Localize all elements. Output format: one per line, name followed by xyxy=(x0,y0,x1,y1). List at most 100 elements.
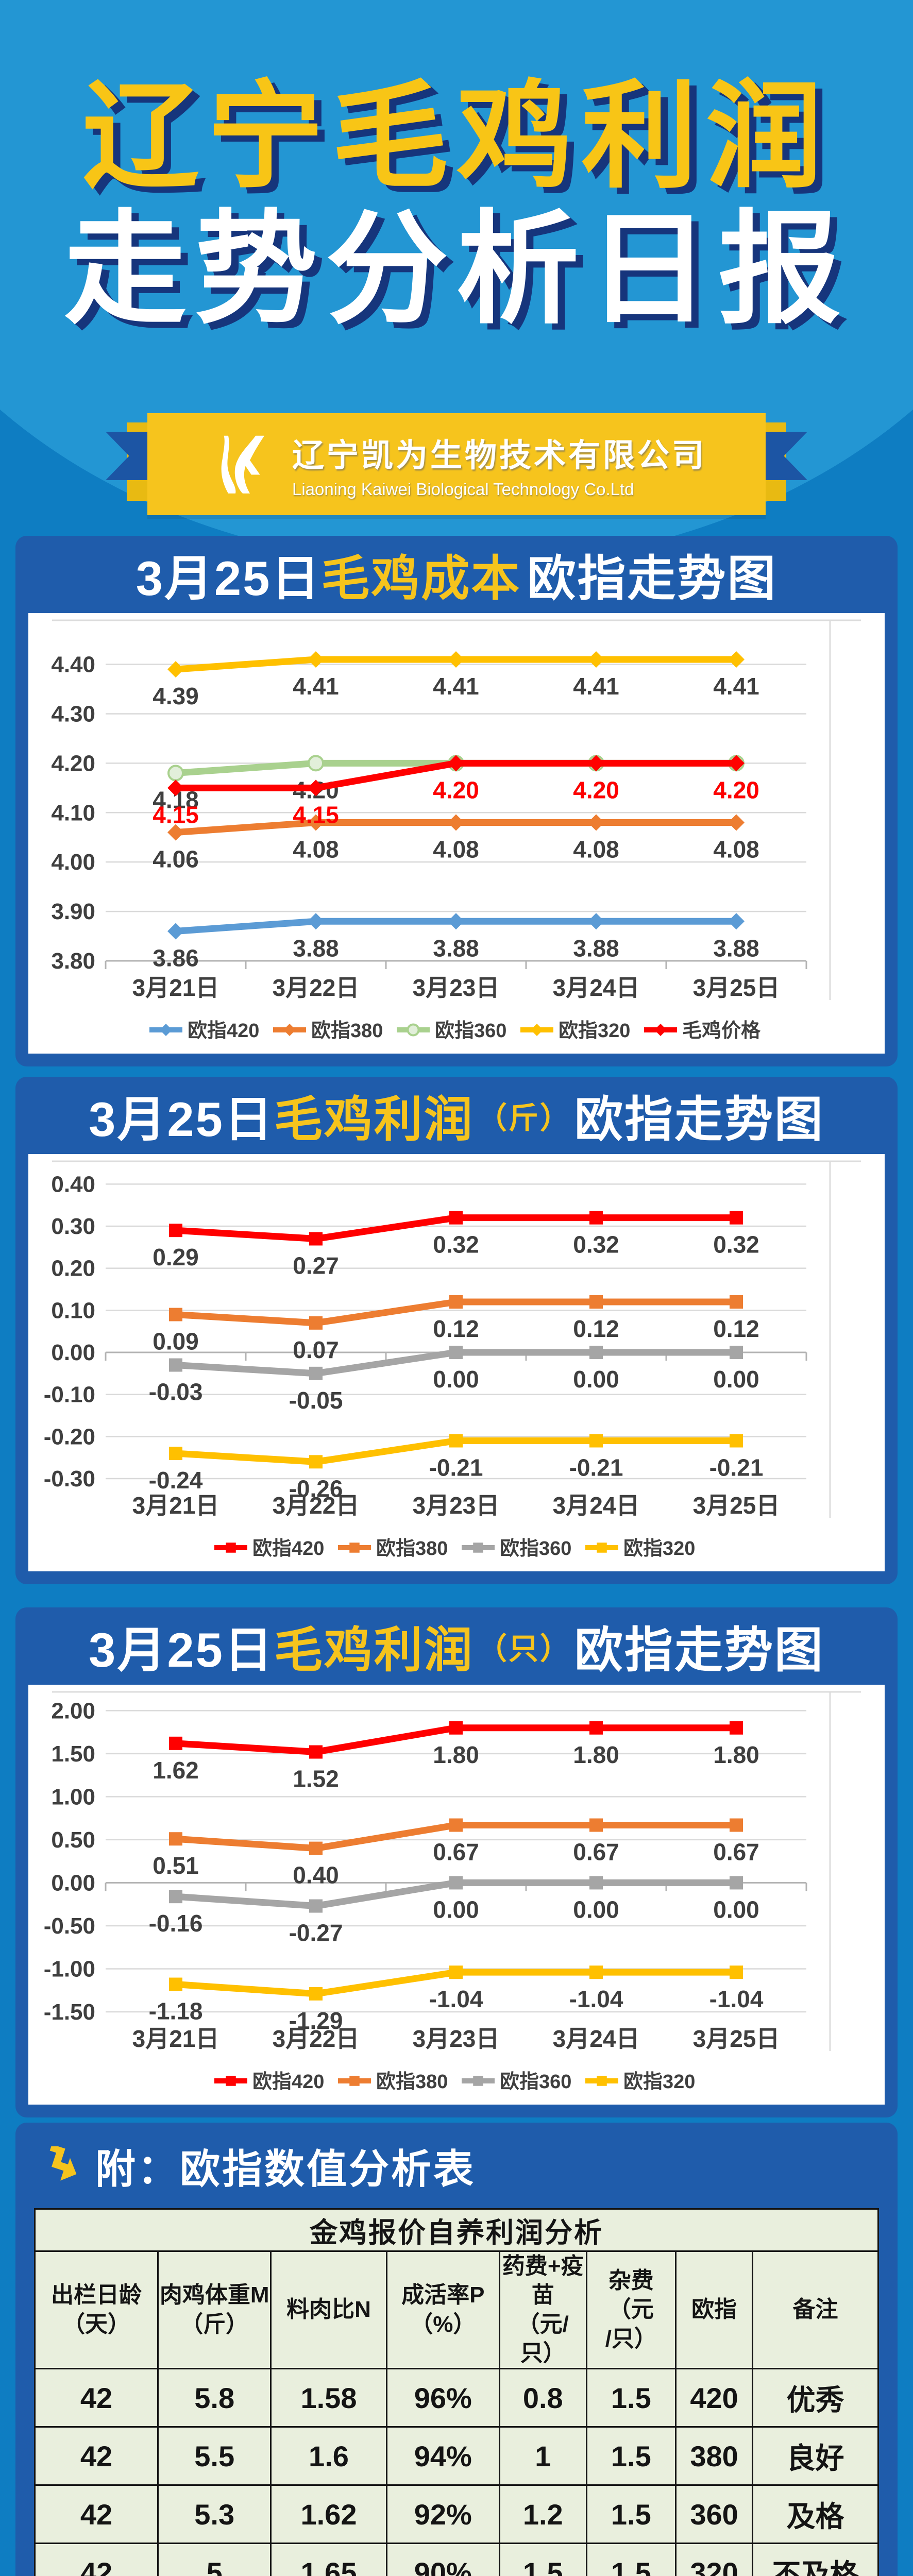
table-header-cell: 料肉比N xyxy=(270,2250,387,2370)
svg-text:1.80: 1.80 xyxy=(713,1741,759,1768)
profit-per-jin-chart-panel: 3月25日 毛鸡利润 （斤） 欧指走势图 0.40 0.30 0.20 0.10 0.00 -0… xyxy=(15,1077,898,1584)
svg-text:0.00: 0.00 xyxy=(713,1366,759,1393)
svg-text:欧指360: 欧指360 xyxy=(500,1538,571,1560)
table-cell: 5.3 xyxy=(157,2484,272,2545)
table-cell: 5.5 xyxy=(157,2426,272,2486)
svg-text:4.20: 4.20 xyxy=(573,776,619,803)
table-cell: 1.5 xyxy=(585,2484,677,2545)
table-cell: 94% xyxy=(385,2426,500,2486)
svg-text:3月24日: 3月24日 xyxy=(553,1492,640,1519)
table-cell: 1 xyxy=(498,2426,587,2486)
table-cell: 1.5 xyxy=(585,2543,677,2576)
svg-text:1.52: 1.52 xyxy=(293,1766,339,1792)
chart1-title-suffix: 欧指走势图 xyxy=(527,551,777,605)
svg-text:欧指320: 欧指320 xyxy=(623,1538,695,1560)
svg-text:0.51: 0.51 xyxy=(153,1852,199,1879)
table-row: 42 5.8 1.58 96% 0.8 1.5 420 优秀 xyxy=(34,2368,879,2428)
svg-text:4.40: 4.40 xyxy=(51,652,95,677)
table-cell: 1.58 xyxy=(270,2368,387,2428)
svg-text:0.32: 0.32 xyxy=(573,1231,619,1258)
table-cell: 良好 xyxy=(752,2426,879,2486)
svg-text:4.08: 4.08 xyxy=(293,836,339,862)
svg-text:4.20: 4.20 xyxy=(713,776,759,803)
analysis-panel: 附：欧指数值分析表 金鸡报价自养利润分析 出栏日龄 （天） 肉鸡体重M （斤） 料肉比… xyxy=(15,2123,898,2576)
svg-text:欧指380: 欧指380 xyxy=(376,2071,448,2093)
cost-chart-panel: 3月25日 毛鸡成本 欧指走势图 4.40 4.30 4.20 4.10 4.00 3.90 3… xyxy=(15,536,898,1066)
profit-table-body: 金鸡报价自养利润分析 出栏日龄 （天） 肉鸡体重M （斤） 料肉比N 成活率P （%）药… xyxy=(34,2208,879,2576)
svg-text:-0.16: -0.16 xyxy=(149,1910,203,1937)
svg-text:4.41: 4.41 xyxy=(293,673,339,700)
svg-text:0.67: 0.67 xyxy=(713,1839,759,1866)
svg-text:4.15: 4.15 xyxy=(153,801,199,828)
svg-text:0.00: 0.00 xyxy=(433,1366,479,1393)
svg-text:3月23日: 3月23日 xyxy=(413,1492,500,1519)
svg-text:0.00: 0.00 xyxy=(433,1896,479,1923)
table-header-cell: 肉鸡体重M （斤） xyxy=(157,2250,272,2370)
table-cell: 96% xyxy=(385,2368,500,2428)
svg-text:-0.21: -0.21 xyxy=(709,1454,764,1481)
svg-text:1.80: 1.80 xyxy=(573,1741,619,1768)
table-cell: 1.6 xyxy=(270,2426,387,2486)
profit-table: 金鸡报价自养利润分析 出栏日龄 （天） 肉鸡体重M （斤） 料肉比N 成活率P （%）药… xyxy=(34,2208,879,2576)
chart2-title-date: 3月25日 xyxy=(89,1092,274,1146)
svg-text:0.32: 0.32 xyxy=(713,1231,759,1258)
svg-text:3月24日: 3月24日 xyxy=(553,2025,640,2052)
svg-text:0.27: 0.27 xyxy=(293,1252,339,1279)
svg-text:4.06: 4.06 xyxy=(153,846,199,873)
table-cell: 0.8 xyxy=(498,2368,587,2428)
svg-text:欧指420: 欧指420 xyxy=(188,1020,259,1042)
svg-text:0.32: 0.32 xyxy=(433,1231,479,1258)
table-cell: 1.65 xyxy=(270,2543,387,2576)
svg-text:3.80: 3.80 xyxy=(51,948,95,974)
svg-text:3.88: 3.88 xyxy=(293,935,339,961)
page-title-line2: 走势分析日报 xyxy=(64,201,849,338)
svg-text:-0.50: -0.50 xyxy=(44,1913,95,1939)
profit-per-bird-chart-area: 2.00 1.50 1.00 0.50 0.00 -0.50 -1.00 -1.50 3月21日… xyxy=(28,1685,885,2105)
page-title-line1: 辽宁毛鸡利润 xyxy=(82,71,831,201)
table-cell: 不及格 xyxy=(752,2543,879,2576)
table-row: 42 5.5 1.6 94% 1 1.5 380 良好 xyxy=(34,2426,879,2486)
table-row: 42 5.3 1.62 92% 1.2 1.5 360 及格 xyxy=(34,2484,879,2545)
company-ribbon: 辽宁凯为生物技术有限公司 Liaoning Kaiwei Biological … xyxy=(0,411,913,522)
svg-text:欧指360: 欧指360 xyxy=(500,2071,571,2093)
svg-text:欧指320: 欧指320 xyxy=(559,1020,630,1042)
svg-text:0.00: 0.00 xyxy=(51,1340,95,1365)
svg-text:3.88: 3.88 xyxy=(573,935,619,961)
cost-chart-area: 4.40 4.30 4.20 4.10 4.00 3.90 3.80 3月21日 3月22日 3月… xyxy=(28,613,885,1054)
profit-per-jin-chart-title: 3月25日 毛鸡利润 （斤） 欧指走势图 xyxy=(15,1077,898,1154)
chart2-title-highlight: 毛鸡利润 xyxy=(274,1092,474,1146)
cost-chart-title: 3月25日 毛鸡成本 欧指走势图 xyxy=(15,536,898,613)
svg-text:3月24日: 3月24日 xyxy=(553,974,640,1001)
chart3-title-suffix: 欧指走势图 xyxy=(574,1623,824,1677)
table-title: 金鸡报价自养利润分析 xyxy=(34,2208,879,2252)
svg-text:4.41: 4.41 xyxy=(713,673,759,700)
table-cell: 420 xyxy=(675,2368,754,2428)
svg-text:3月21日: 3月21日 xyxy=(132,1492,219,1519)
svg-text:-1.04: -1.04 xyxy=(429,1986,483,2012)
svg-text:3月25日: 3月25日 xyxy=(693,2025,780,2052)
svg-text:0.20: 0.20 xyxy=(51,1256,95,1281)
chart3-title-date: 3月25日 xyxy=(89,1623,274,1677)
table-cell: 92% xyxy=(385,2484,500,2545)
svg-text:-1.18: -1.18 xyxy=(149,1998,203,2025)
table-cell: 42 xyxy=(34,2484,159,2545)
svg-text:0.40: 0.40 xyxy=(293,1862,339,1889)
profit-per-bird-chart-panel: 3月25日 毛鸡利润 （只） 欧指走势图 2.00 1.50 1.00 0.50 0.00 -0… xyxy=(15,1607,898,2117)
svg-text:欧指420: 欧指420 xyxy=(252,2071,324,2093)
svg-text:欧指360: 欧指360 xyxy=(435,1020,506,1042)
analysis-header-title: 附：欧指数值分析表 xyxy=(95,2146,476,2192)
svg-text:3月21日: 3月21日 xyxy=(132,974,219,1001)
svg-text:-0.21: -0.21 xyxy=(569,1454,623,1481)
profit-per-jin-trend-chart: 0.40 0.30 0.20 0.10 0.00 -0.10 -0.20 -0.30 3月21日… xyxy=(44,1160,861,1560)
svg-text:0.67: 0.67 xyxy=(433,1839,479,1866)
svg-text:0.12: 0.12 xyxy=(713,1315,759,1342)
svg-text:4.20: 4.20 xyxy=(433,776,479,803)
svg-text:毛鸡价格: 毛鸡价格 xyxy=(682,1020,761,1042)
svg-text:3月22日: 3月22日 xyxy=(273,1492,360,1519)
svg-text:3月21日: 3月21日 xyxy=(132,2025,219,2052)
svg-text:2.00: 2.00 xyxy=(51,1698,95,1723)
svg-text:0.00: 0.00 xyxy=(713,1896,759,1923)
svg-text:0.10: 0.10 xyxy=(51,1298,95,1323)
cost-trend-chart: 4.40 4.30 4.20 4.10 4.00 3.90 3.80 3月21日 3月22日 3月… xyxy=(51,619,861,1042)
table-header-cell: 欧指 xyxy=(675,2250,754,2370)
